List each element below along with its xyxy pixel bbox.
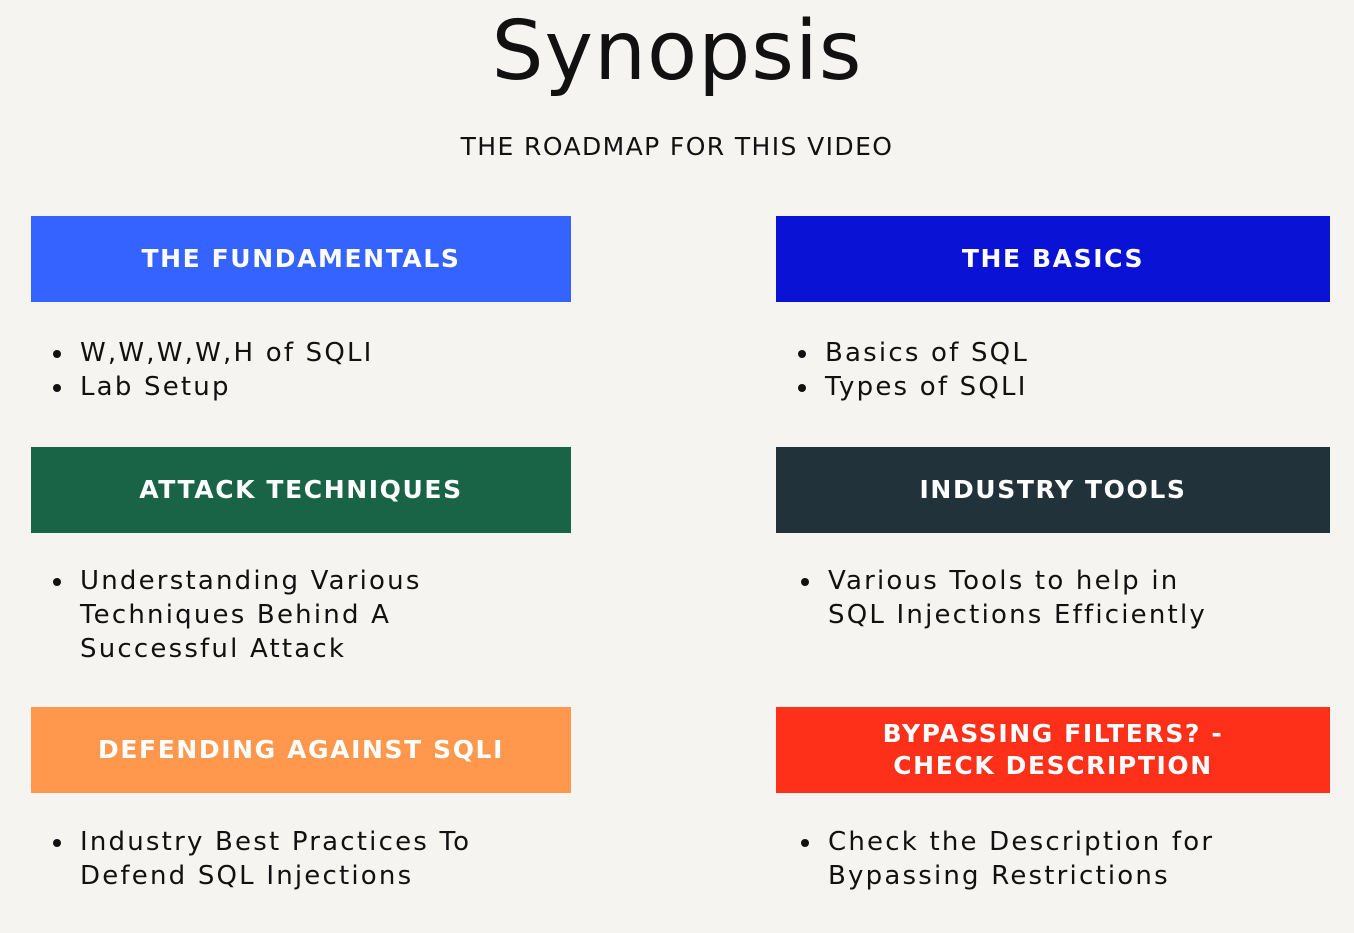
section-header-defending: DEFENDING AGAINST SQLI	[31, 707, 571, 793]
section-list-fundamentals: W,W,W,W,H of SQLI Lab Setup	[50, 336, 570, 404]
list-item: Check the Description for Bypassing Rest…	[798, 825, 1333, 893]
page-subtitle: THE ROADMAP FOR THIS VIDEO	[460, 132, 894, 161]
section-title-line-1: BYPASSING FILTERS? -	[882, 719, 1224, 748]
section-header-fundamentals: THE FUNDAMENTALS	[31, 216, 571, 302]
section-header-attack-techniques: ATTACK TECHNIQUES	[31, 447, 571, 533]
list-item: Types of SQLI	[795, 370, 1330, 404]
section-list-industry-tools: Various Tools to help in SQL Injections …	[798, 564, 1333, 632]
section-title: THE FUNDAMENTALS	[141, 244, 461, 273]
section-list-basics: Basics of SQL Types of SQLI	[795, 336, 1330, 404]
list-item: Industry Best Practices To Defend SQL In…	[50, 825, 570, 893]
section-list-bypassing-filters: Check the Description for Bypassing Rest…	[798, 825, 1333, 893]
section-title: DEFENDING AGAINST SQLI	[97, 735, 504, 764]
list-item: Basics of SQL	[795, 336, 1330, 370]
section-list-attack-techniques: Understanding Various Techniques Behind …	[50, 564, 570, 666]
list-item: W,W,W,W,H of SQLI	[50, 336, 570, 370]
page-title: Synopsis	[491, 4, 863, 99]
section-header-basics: THE BASICS	[776, 216, 1330, 302]
section-title: INDUSTRY TOOLS	[919, 475, 1187, 504]
section-title: ATTACK TECHNIQUES	[139, 475, 463, 504]
section-header-bypassing-filters: BYPASSING FILTERS? - CHECK DESCRIPTION	[776, 707, 1330, 793]
section-title-line-2: CHECK DESCRIPTION	[893, 751, 1213, 780]
section-list-defending: Industry Best Practices To Defend SQL In…	[50, 825, 570, 893]
section-header-industry-tools: INDUSTRY TOOLS	[776, 447, 1330, 533]
list-item: Various Tools to help in SQL Injections …	[798, 564, 1333, 632]
list-item: Lab Setup	[50, 370, 570, 404]
section-title: THE BASICS	[961, 244, 1145, 273]
list-item: Understanding Various Techniques Behind …	[50, 564, 570, 666]
